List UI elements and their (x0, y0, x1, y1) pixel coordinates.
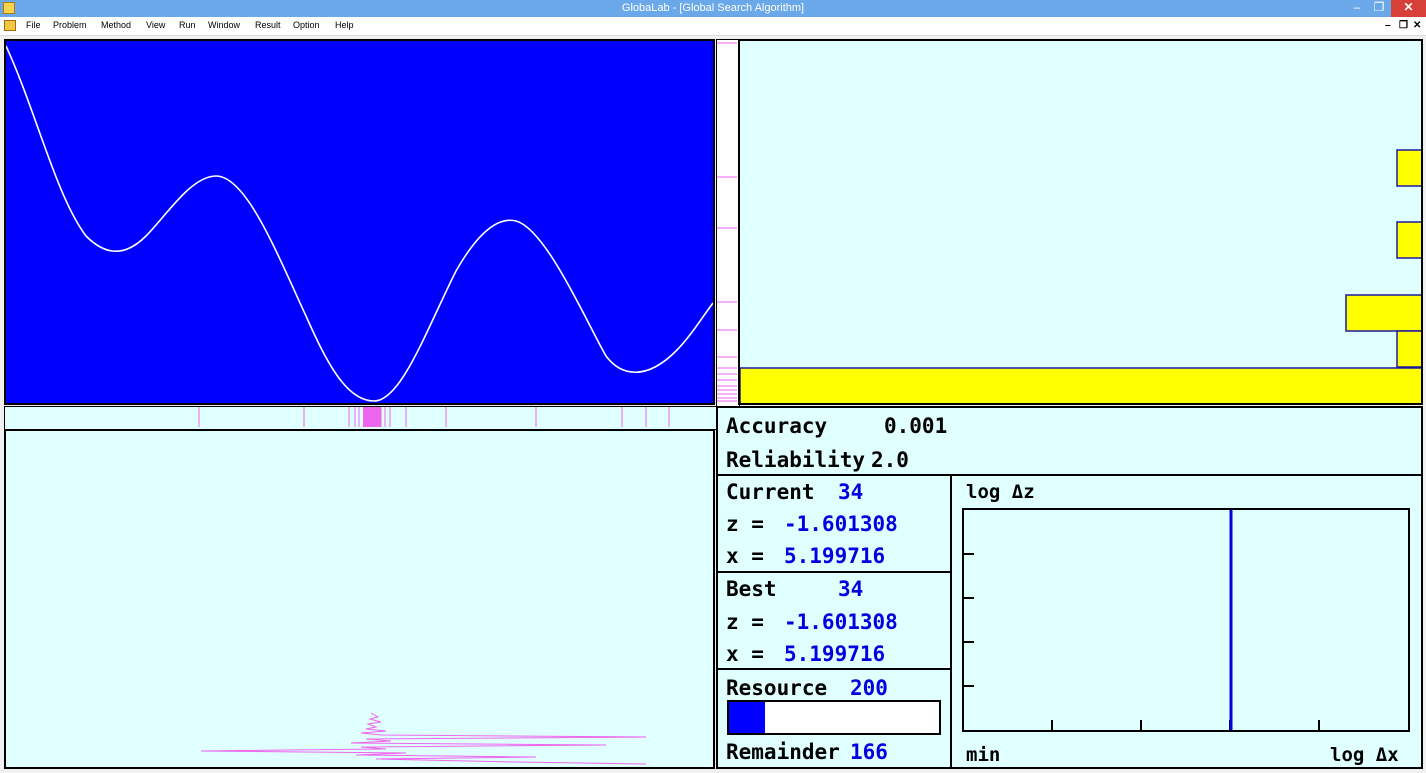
convergence-trace-panel (4, 429, 715, 769)
log-dx-label: log Δx (1330, 744, 1399, 766)
menu-help[interactable]: Help (335, 20, 354, 30)
value-histogram (740, 149, 1421, 403)
menu-file[interactable]: File (26, 20, 41, 30)
divider (718, 474, 1421, 476)
app-icon[interactable] (3, 2, 15, 14)
resource-progress-fill (729, 702, 765, 733)
minimize-button[interactable]: – (1353, 0, 1361, 14)
trials-strip (4, 406, 717, 430)
remainder-label: Remainder (726, 740, 840, 764)
best-x-value: 5.199716 (784, 642, 886, 666)
histogram-bar (1396, 149, 1421, 187)
resource-progress-bar (727, 700, 941, 735)
vertical-trial-marks (717, 42, 737, 402)
mdi-close-button[interactable]: ✕ (1413, 20, 1422, 31)
accuracy-value: 0.001 (884, 414, 948, 438)
log-min-label: min (966, 744, 1001, 766)
function-plot-panel[interactable] (4, 39, 715, 405)
histogram-bar (1396, 330, 1421, 368)
title-bar: GlobaLab - [Global Search Algorithm] – ❐… (0, 0, 1426, 17)
mdi-minimize-button[interactable]: – (1385, 20, 1391, 31)
current-z-label: z = (726, 512, 764, 536)
accuracy-label: Accuracy (726, 414, 828, 438)
histogram-bar (1345, 294, 1421, 332)
close-button[interactable]: ✕ (1391, 0, 1426, 17)
menu-window[interactable]: Window (208, 20, 241, 30)
info-panel: Accuracy 0.001 Reliability 2.0 Current 3… (716, 406, 1423, 769)
reliability-label: Reliability (726, 448, 866, 472)
best-label: Best (726, 577, 777, 601)
convergence-trace (200, 712, 647, 765)
value-histogram-panel (738, 39, 1423, 405)
mdi-document-icon[interactable] (4, 20, 16, 31)
menu-method[interactable]: Method (101, 20, 132, 30)
remainder-value: 166 (850, 740, 888, 764)
best-value: 34 (838, 577, 864, 601)
log-plot-axes (964, 510, 1320, 730)
menu-view[interactable]: View (146, 20, 166, 30)
best-z-label: z = (726, 610, 764, 634)
current-value: 34 (838, 480, 864, 504)
function-plot (6, 45, 713, 402)
menu-problem[interactable]: Problem (53, 20, 87, 30)
current-x-value: 5.199716 (784, 544, 886, 568)
resource-label: Resource (726, 676, 828, 700)
menu-run[interactable]: Run (179, 20, 196, 30)
divider (718, 668, 951, 670)
log-plot (962, 508, 1410, 732)
histogram-bar (1396, 221, 1421, 259)
vertical-projection-scale (716, 39, 740, 407)
menu-option[interactable]: Option (293, 20, 320, 30)
mdi-restore-button[interactable]: ❐ (1399, 20, 1408, 31)
divider (718, 571, 951, 573)
reliability-value: 2.0 (871, 448, 909, 472)
window-title: GlobaLab - [Global Search Algorithm] (621, 2, 805, 14)
resource-value: 200 (850, 676, 888, 700)
trial-mark-cluster (363, 407, 381, 427)
current-label: Current (726, 480, 815, 504)
objective-curve (6, 45, 713, 402)
menu-bar: File Problem Method View Run Window Resu… (0, 17, 1426, 36)
best-z-value: -1.601308 (784, 610, 898, 634)
trace-line (200, 712, 647, 765)
divider (950, 474, 952, 767)
best-x-label: x = (726, 642, 764, 666)
horizontal-trial-marks (198, 407, 670, 427)
log-dz-label: log Δz (966, 481, 1035, 503)
histogram-bar (740, 367, 1421, 403)
maximize-button[interactable]: ❐ (1373, 0, 1385, 14)
menu-result[interactable]: Result (255, 20, 281, 30)
current-z-value: -1.601308 (784, 512, 898, 536)
current-x-label: x = (726, 544, 764, 568)
